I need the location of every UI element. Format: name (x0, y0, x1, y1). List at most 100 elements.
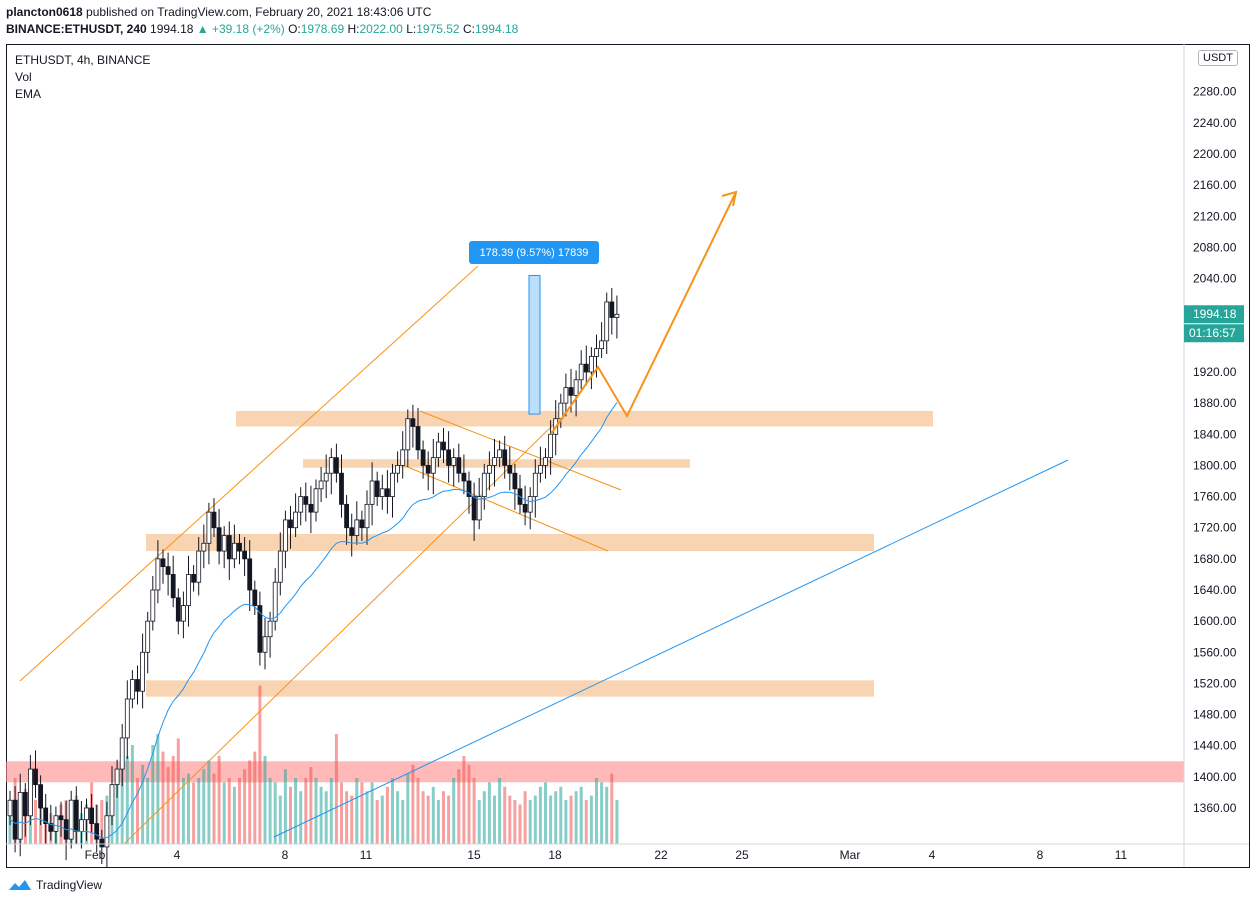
date-tick-label: 18 (548, 848, 562, 862)
volume-bar (34, 800, 37, 844)
candle-body (155, 558, 161, 591)
candle (604, 292, 610, 355)
candle (119, 723, 125, 787)
candle (196, 537, 202, 596)
candle-body (328, 457, 334, 474)
candle (476, 477, 482, 530)
candlesticks (7, 287, 620, 867)
close-label: C: (462, 22, 475, 36)
candle-body (400, 449, 406, 466)
support-zone (6, 761, 1184, 783)
candle-body (180, 605, 186, 622)
date-tick-label: 8 (1037, 848, 1044, 862)
candle (12, 786, 18, 853)
candle-body (43, 807, 49, 824)
candle (344, 495, 350, 545)
candle-body (527, 496, 533, 513)
candle-body (308, 503, 314, 513)
candle-body (119, 737, 125, 770)
volume-bar (130, 745, 134, 844)
candle (512, 463, 518, 510)
candle-body (374, 480, 380, 497)
candle-body (272, 581, 278, 622)
volume-bar (467, 764, 471, 844)
last-price-badge (1184, 305, 1244, 324)
volume-bar (115, 778, 119, 844)
candle-body (252, 589, 258, 606)
candle (145, 611, 151, 674)
candle (140, 633, 146, 709)
volume-bar (329, 778, 333, 844)
candle-body (548, 433, 553, 459)
tradingview-logo-icon (9, 880, 31, 890)
candle (527, 487, 533, 530)
candle-body (175, 597, 181, 622)
legend-ema[interactable]: EMA (15, 87, 42, 101)
candle (43, 793, 49, 845)
volume-bar (120, 769, 124, 844)
volume-bar (181, 778, 185, 844)
publish-line: plancton0618 published on TradingView.co… (6, 5, 431, 19)
candle-body (150, 589, 156, 622)
candle-body (512, 472, 518, 490)
candle (257, 591, 263, 666)
author-name[interactable]: plancton0618 (6, 5, 83, 19)
open-label: O: (288, 22, 301, 36)
candle-body (532, 472, 538, 497)
volume-bar (513, 800, 517, 844)
price-tick-label: 2240.00 (1193, 116, 1237, 130)
candle-body (604, 301, 610, 342)
volume-bar (125, 756, 129, 844)
close-value: 1994.18 (474, 22, 519, 36)
symbol-line: BINANCE:ETHUSDT, 240 (6, 22, 147, 36)
price-tick-label: 2120.00 (1193, 209, 1237, 223)
legend-symbol[interactable]: ETHUSDT, 4h, BINANCE (15, 53, 151, 67)
candle (293, 493, 299, 538)
candle (135, 665, 140, 705)
date-tick-label: 4 (174, 848, 181, 862)
candle (369, 462, 375, 526)
volume-bar (345, 791, 349, 844)
volume-bar (559, 786, 563, 844)
candle (58, 801, 64, 837)
price-tick-label: 1880.00 (1193, 396, 1237, 410)
candle (282, 510, 288, 569)
candle-body (609, 301, 615, 318)
candle (379, 474, 385, 510)
price-tick-label: 1760.00 (1193, 490, 1237, 504)
volume-bar (340, 782, 343, 844)
legend-vol[interactable]: Vol (15, 70, 32, 84)
candle-body (130, 679, 135, 700)
candle (211, 498, 217, 538)
measure-label-bg (469, 241, 599, 264)
price-chart[interactable]: 178.39 (9.57%) 17839 2280.00 2240.00 2200.… (6, 44, 1249, 867)
footer-brand[interactable]: TradingView (8, 878, 102, 892)
price-zones (6, 410, 1184, 783)
candle (339, 454, 344, 518)
date-tick-label: 11 (360, 848, 373, 862)
flag-lower-line (402, 464, 609, 552)
candle (7, 790, 13, 826)
candle (206, 502, 212, 565)
candle-body (247, 558, 253, 591)
candle (298, 487, 304, 526)
volume-bar (202, 769, 206, 844)
candle-body (384, 488, 390, 497)
candle (99, 829, 105, 865)
volume-bar (554, 791, 558, 844)
currency-button[interactable]: USDT (1198, 50, 1238, 66)
candle (430, 438, 436, 495)
candle-body (594, 348, 599, 357)
candle-body (89, 807, 94, 824)
candle (201, 524, 207, 569)
candle (333, 443, 339, 483)
candle-body (58, 815, 64, 821)
volume-bar (324, 791, 328, 844)
last-price-label: 1994.18 (1193, 307, 1237, 321)
volume-bar (385, 786, 389, 844)
candle-body (277, 550, 283, 583)
price-tick-label: 2200.00 (1193, 147, 1237, 161)
volume-bar (442, 791, 445, 844)
candle (160, 549, 166, 584)
volume-bar (584, 800, 588, 844)
